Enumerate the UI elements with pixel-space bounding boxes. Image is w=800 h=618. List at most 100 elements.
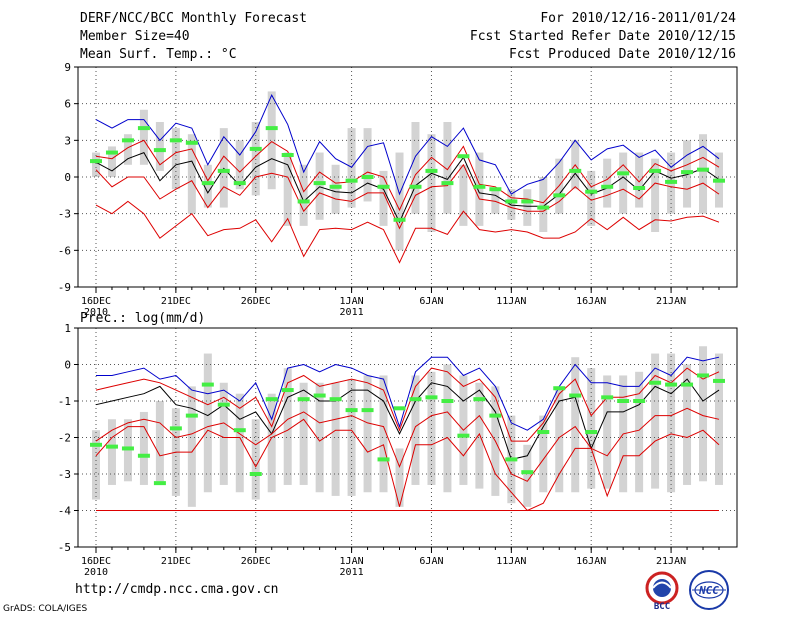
temp-box-26 xyxy=(507,189,516,220)
temp-xtick-label-0: 16DEC xyxy=(81,296,111,307)
prec-box-9 xyxy=(235,393,244,493)
prec-box-10 xyxy=(251,419,260,500)
prec-box-27 xyxy=(523,444,532,507)
temp-xtick-label-3: 1JAN xyxy=(340,296,364,307)
prec-median-8 xyxy=(217,402,230,407)
prec-box-24 xyxy=(475,382,484,489)
temp-median-18 xyxy=(377,184,390,189)
prec-median-36 xyxy=(665,382,678,387)
temp-median-1 xyxy=(105,150,118,155)
prec-box-17 xyxy=(363,375,372,493)
temp-median-13 xyxy=(297,199,310,204)
temp-box-23 xyxy=(459,164,468,226)
temp-box-35 xyxy=(651,158,660,232)
temp-median-2 xyxy=(121,138,134,143)
prec-box-38 xyxy=(699,346,708,482)
temp-xtick-sublabel-0: 2010 xyxy=(84,307,108,318)
prec-min-line xyxy=(95,418,720,512)
prec-median-21 xyxy=(425,395,438,400)
prec-median-2 xyxy=(121,446,134,451)
prec-box-18 xyxy=(379,375,388,493)
prec-median-15 xyxy=(329,397,342,402)
temp-box-2 xyxy=(123,134,132,165)
ncc-logo-text: NCC xyxy=(698,584,719,597)
prec-median-10 xyxy=(249,472,262,476)
temp-median-6 xyxy=(185,140,198,145)
prec-median-24 xyxy=(473,397,486,402)
chart-title: DERF/NCC/BCC Monthly Forecast xyxy=(80,11,307,26)
temp-median-27 xyxy=(521,199,534,204)
prec-box-15 xyxy=(331,382,340,496)
temp-median-24 xyxy=(473,184,486,189)
temp-ytick-label-5: 6 xyxy=(64,98,71,111)
footer-url[interactable]: http://cmdp.ncc.cma.gov.cn xyxy=(75,582,279,597)
temp-box-27 xyxy=(523,189,532,226)
temp-box-22 xyxy=(443,122,452,214)
temp-median-22 xyxy=(441,181,454,186)
prec-xtick-label-1: 21DEC xyxy=(161,556,191,567)
prec-box-12 xyxy=(283,368,292,485)
ncc-logo-icon: NCC xyxy=(689,570,729,610)
temp-ytick-label-4: 3 xyxy=(64,134,71,147)
temp-box-18 xyxy=(379,170,388,226)
temp-ytick-label-6: 9 xyxy=(64,61,71,74)
prec-mean-line xyxy=(95,378,720,460)
prec-median-35 xyxy=(649,380,662,385)
temp-xtick-label-7: 21JAN xyxy=(656,296,686,307)
prec-max-line xyxy=(96,356,720,431)
temp-box-5 xyxy=(171,128,180,190)
temp-ytick-label-1: -6 xyxy=(58,244,71,257)
temp-box-7 xyxy=(203,164,212,208)
temp-median-38 xyxy=(697,167,710,172)
prec-box-4 xyxy=(155,401,164,482)
prec-box-3 xyxy=(139,411,148,485)
temp-median-32 xyxy=(601,184,614,189)
temp-box-13 xyxy=(299,164,308,226)
prec-box-13 xyxy=(299,382,308,485)
prec-median-33 xyxy=(617,399,630,403)
prec-box-16 xyxy=(347,379,356,496)
prec-median-28 xyxy=(537,430,550,435)
prec-xtick-label-4: 6JAN xyxy=(419,556,443,567)
prec-median-39 xyxy=(713,378,725,383)
prec-median-38 xyxy=(697,373,710,378)
prec-box-14 xyxy=(315,382,324,493)
prec-ytick-label-3: -2 xyxy=(58,432,71,445)
temp-box-3 xyxy=(139,109,148,165)
prec-median-7 xyxy=(201,382,214,387)
temp-box-15 xyxy=(331,164,340,214)
temp-xtick-label-2: 26DEC xyxy=(241,296,271,307)
prec-box-22 xyxy=(443,364,452,493)
temp-ytick-label-0: -9 xyxy=(58,281,71,294)
prec-median-23 xyxy=(457,433,470,438)
prec-median-29 xyxy=(553,386,566,391)
prec-box-28 xyxy=(539,415,548,493)
temp-box-4 xyxy=(155,122,164,171)
temp-median-29 xyxy=(553,193,566,198)
temp-xtick-label-4: 6JAN xyxy=(419,296,443,307)
prec-box-1 xyxy=(107,419,116,485)
temp-median-36 xyxy=(665,179,678,184)
temp-max-line xyxy=(95,93,720,196)
temp-median-28 xyxy=(537,205,550,210)
prec-box-8 xyxy=(219,382,228,485)
prec-box-6 xyxy=(187,386,196,507)
temp-box-1 xyxy=(107,146,116,177)
prec-median-13 xyxy=(297,397,310,402)
prec-box-34 xyxy=(635,371,644,493)
prec-median-34 xyxy=(633,399,646,403)
temp-median-7 xyxy=(201,181,214,186)
prec-median-5 xyxy=(169,426,182,431)
temp-box-10 xyxy=(251,122,260,196)
prec-box-32 xyxy=(603,375,612,489)
prec-xtick-label-6: 16JAN xyxy=(576,556,606,567)
prec-lower-line xyxy=(95,407,720,482)
temp-median-16 xyxy=(345,178,358,183)
prec-ytick-label-0: -5 xyxy=(58,541,71,554)
temp-box-0 xyxy=(92,152,100,177)
prec-box-19 xyxy=(395,448,404,507)
prec-median-27 xyxy=(521,470,534,475)
temp-box-28 xyxy=(539,177,548,232)
prec-xtick-label-2: 26DEC xyxy=(241,556,271,567)
prec-median-37 xyxy=(681,382,694,387)
